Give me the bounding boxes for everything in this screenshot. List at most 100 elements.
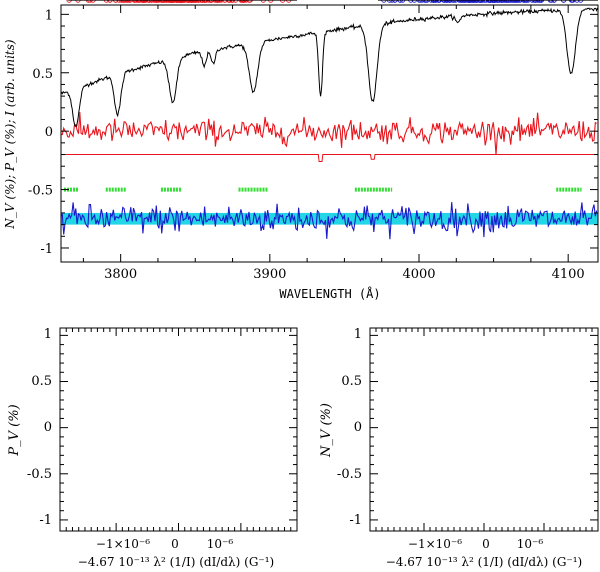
top-y-tick-labels: -1 -0.5 0 0.5 1 bbox=[28, 8, 53, 257]
bottom-left-panel: -1 -0.5 0 0.5 1 −1×10⁻⁶ 0 10⁻⁶ −4.67 10⁻… bbox=[7, 0, 298, 569]
data-point bbox=[87, 0, 93, 3]
bl-xtick-label: −1×10⁻⁶ bbox=[96, 537, 150, 551]
br-ytick-label: 1 bbox=[354, 327, 362, 342]
data-point bbox=[268, 0, 274, 3]
data-point bbox=[399, 0, 406, 3]
br-y-axis-label: N_V (%) bbox=[319, 403, 334, 458]
data-point bbox=[279, 0, 286, 3]
data-point bbox=[121, 0, 127, 3]
data-point bbox=[389, 0, 395, 3]
data-point bbox=[574, 0, 580, 3]
data-point bbox=[149, 0, 155, 3]
data-point bbox=[510, 0, 516, 3]
data-point bbox=[160, 0, 166, 3]
data-point bbox=[120, 0, 126, 3]
data-point bbox=[460, 0, 467, 3]
top-ticks bbox=[61, 5, 598, 262]
data-point bbox=[473, 0, 479, 3]
data-point bbox=[499, 0, 505, 3]
nv-scatter-points bbox=[381, 0, 584, 3]
br-ytick-label: -0.5 bbox=[337, 467, 362, 482]
data-point bbox=[188, 0, 195, 3]
data-point bbox=[470, 0, 476, 3]
bl-ytick-label: -0.5 bbox=[27, 467, 52, 482]
data-point bbox=[570, 0, 576, 3]
top-ytick-label: -1 bbox=[40, 242, 53, 257]
data-point bbox=[178, 0, 185, 3]
data-point bbox=[463, 0, 469, 3]
data-point bbox=[392, 0, 398, 3]
data-point bbox=[449, 0, 456, 3]
data-point bbox=[417, 0, 424, 3]
data-point bbox=[532, 0, 539, 3]
data-point bbox=[208, 0, 214, 3]
data-point bbox=[551, 0, 557, 3]
data-point bbox=[568, 0, 575, 3]
data-point bbox=[112, 0, 119, 3]
data-point bbox=[175, 0, 182, 3]
top-ytick-label: 1 bbox=[45, 8, 53, 23]
data-point bbox=[145, 0, 152, 3]
data-point bbox=[260, 0, 266, 3]
bl-ytick-label: 0 bbox=[44, 420, 52, 435]
data-point bbox=[475, 0, 481, 3]
bl-x-tick-labels: −1×10⁻⁶ 0 10⁻⁶ bbox=[96, 537, 233, 551]
data-point bbox=[466, 0, 473, 3]
data-point bbox=[560, 0, 567, 3]
top-x-tick-labels: 3800 3900 4000 4100 bbox=[104, 267, 585, 282]
null-band bbox=[61, 212, 598, 225]
data-point bbox=[433, 0, 439, 3]
data-point bbox=[232, 0, 239, 3]
bl-ticks bbox=[60, 328, 297, 531]
data-point bbox=[443, 0, 449, 3]
data-point bbox=[195, 0, 202, 3]
top-y-axis-label: N_V (%); P_V (%); I (arb. units) bbox=[3, 39, 17, 229]
data-point bbox=[381, 0, 387, 3]
data-point bbox=[214, 0, 221, 3]
data-point bbox=[428, 0, 434, 3]
data-point bbox=[531, 0, 537, 3]
top-x-axis-label: WAVELENGTH (Å) bbox=[279, 286, 380, 301]
data-point bbox=[497, 0, 503, 3]
bl-ytick-label: 1 bbox=[44, 327, 52, 342]
data-point bbox=[452, 0, 459, 3]
data-point bbox=[131, 0, 138, 3]
top-xtick-label: 4000 bbox=[402, 267, 435, 282]
data-point bbox=[444, 0, 451, 3]
data-point bbox=[75, 0, 81, 3]
data-point bbox=[184, 0, 191, 3]
data-point bbox=[140, 0, 147, 3]
br-xtick-label: 0 bbox=[482, 537, 490, 551]
data-point bbox=[286, 0, 292, 3]
data-point bbox=[516, 0, 522, 3]
data-point bbox=[203, 0, 210, 3]
br-x-tick-labels: −1×10⁻⁶ 0 10⁻⁶ bbox=[408, 537, 543, 551]
data-point bbox=[136, 0, 143, 3]
bl-xtick-label: 10⁻⁶ bbox=[207, 537, 234, 551]
data-point bbox=[127, 0, 133, 3]
br-xtick-label: −1×10⁻⁶ bbox=[408, 537, 462, 551]
bl-plot-frame bbox=[59, 327, 298, 532]
bottom-right-panel: -1 -0.5 0 0.5 1 −1×10⁻⁶ 0 10⁻⁶ −4.67 10⁻… bbox=[319, 0, 599, 569]
intensity-series bbox=[60, 7, 599, 127]
data-point bbox=[229, 0, 236, 3]
data-point bbox=[181, 0, 188, 3]
data-point bbox=[247, 0, 253, 3]
br-ytick-label: 0 bbox=[354, 420, 362, 435]
data-point bbox=[66, 0, 72, 3]
stokes-v-series bbox=[60, 111, 597, 155]
data-point bbox=[479, 0, 485, 3]
data-point bbox=[446, 0, 452, 3]
top-ytick-label: 0 bbox=[45, 125, 53, 140]
top-panel: -1 -0.5 0 0.5 1 3800 3900 4000 4100 WAVE… bbox=[3, 4, 599, 301]
top-xtick-label: 4100 bbox=[552, 267, 585, 282]
data-point bbox=[212, 0, 218, 3]
data-point bbox=[191, 0, 197, 3]
data-point bbox=[85, 0, 92, 3]
top-plot-frame bbox=[60, 4, 599, 263]
data-point bbox=[152, 0, 158, 3]
data-point bbox=[536, 0, 542, 3]
data-point bbox=[103, 0, 110, 3]
data-point bbox=[504, 0, 510, 3]
